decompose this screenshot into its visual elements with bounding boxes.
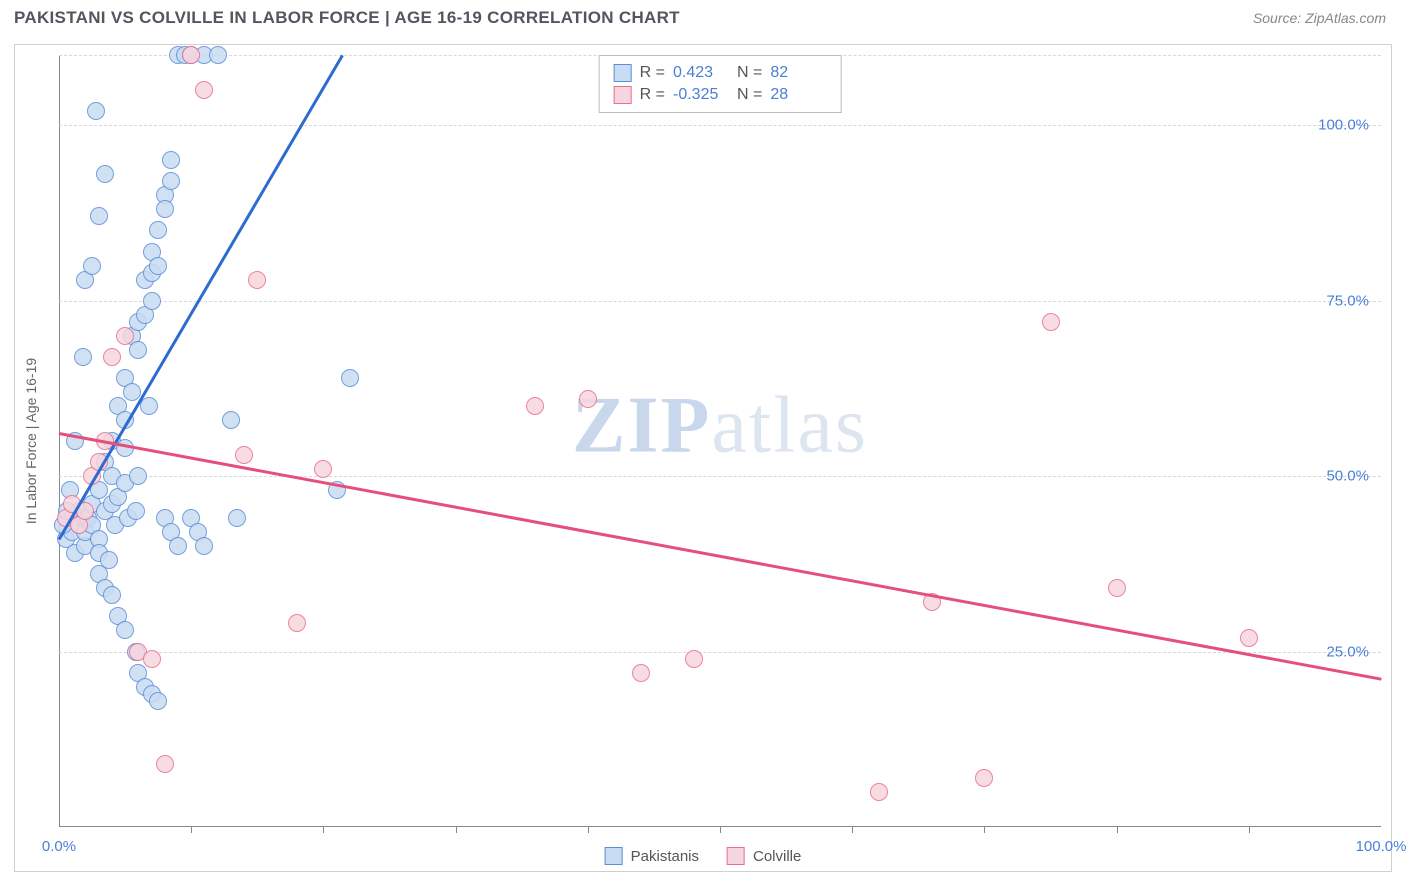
gridline-h — [59, 125, 1381, 126]
trend-line — [59, 432, 1382, 681]
scatter-point — [156, 755, 174, 773]
scatter-point — [182, 46, 200, 64]
gridline-h — [59, 652, 1381, 653]
plot-area: In Labor Force | Age 16-19 ZIPatlas 25.0… — [59, 55, 1381, 827]
legend-n-value: 82 — [770, 64, 826, 82]
x-tick-mark — [588, 827, 589, 833]
y-tick-label: 50.0% — [1326, 468, 1369, 485]
scatter-point — [288, 614, 306, 632]
x-tick-mark — [1117, 827, 1118, 833]
scatter-point — [123, 383, 141, 401]
chart-header: PAKISTANI VS COLVILLE IN LABOR FORCE | A… — [0, 0, 1406, 32]
scatter-point — [149, 257, 167, 275]
scatter-point — [975, 769, 993, 787]
scatter-point — [129, 341, 147, 359]
scatter-point — [116, 621, 134, 639]
legend-swatch — [614, 86, 632, 104]
scatter-point — [162, 172, 180, 190]
scatter-point — [90, 207, 108, 225]
y-tick-label: 75.0% — [1326, 292, 1369, 309]
scatter-point — [1240, 629, 1258, 647]
scatter-point — [228, 509, 246, 527]
legend-swatch — [605, 847, 623, 865]
scatter-point — [143, 292, 161, 310]
scatter-point — [169, 537, 187, 555]
legend-n-value: 28 — [770, 86, 826, 104]
legend-stats-row: R = -0.325 N = 28 — [614, 84, 827, 106]
scatter-point — [314, 460, 332, 478]
legend-bottom: Pakistanis Colville — [605, 847, 802, 865]
scatter-point — [248, 271, 266, 289]
scatter-point — [526, 397, 544, 415]
scatter-point — [74, 348, 92, 366]
legend-n-label: N = — [737, 64, 762, 82]
x-tick-label: 100.0% — [1356, 838, 1406, 855]
x-tick-mark — [1249, 827, 1250, 833]
legend-r-value: -0.325 — [673, 86, 729, 104]
scatter-point — [162, 151, 180, 169]
scatter-point — [127, 502, 145, 520]
legend-label: Pakistanis — [631, 848, 699, 865]
scatter-point — [149, 692, 167, 710]
chart-container: In Labor Force | Age 16-19 ZIPatlas 25.0… — [14, 44, 1392, 872]
scatter-point — [235, 446, 253, 464]
scatter-point — [870, 783, 888, 801]
gridline-h — [59, 301, 1381, 302]
source-attribution: Source: ZipAtlas.com — [1253, 10, 1386, 26]
watermark: ZIPatlas — [572, 380, 868, 471]
scatter-point — [103, 348, 121, 366]
scatter-point — [103, 586, 121, 604]
y-tick-label: 100.0% — [1318, 117, 1369, 134]
gridline-h — [59, 476, 1381, 477]
scatter-point — [685, 650, 703, 668]
y-axis-label: In Labor Force | Age 16-19 — [23, 358, 39, 524]
scatter-point — [129, 467, 147, 485]
legend-swatch — [727, 847, 745, 865]
scatter-point — [87, 102, 105, 120]
scatter-point — [83, 257, 101, 275]
scatter-point — [195, 537, 213, 555]
chart-title: PAKISTANI VS COLVILLE IN LABOR FORCE | A… — [14, 8, 680, 28]
y-tick-label: 25.0% — [1326, 643, 1369, 660]
legend-stats: R = 0.423 N = 82 R = -0.325 N = 28 — [599, 55, 842, 113]
scatter-point — [149, 221, 167, 239]
scatter-point — [116, 327, 134, 345]
x-tick-label: 0.0% — [42, 838, 76, 855]
scatter-point — [96, 165, 114, 183]
scatter-point — [195, 81, 213, 99]
scatter-point — [222, 411, 240, 429]
legend-r-label: R = — [640, 86, 665, 104]
scatter-point — [143, 650, 161, 668]
scatter-point — [341, 369, 359, 387]
y-axis-line — [59, 55, 60, 827]
scatter-point — [209, 46, 227, 64]
legend-stats-row: R = 0.423 N = 82 — [614, 62, 827, 84]
x-tick-mark — [323, 827, 324, 833]
trend-line — [58, 54, 344, 540]
legend-item: Pakistanis — [605, 847, 699, 865]
legend-label: Colville — [753, 848, 801, 865]
legend-item: Colville — [727, 847, 801, 865]
scatter-point — [1042, 313, 1060, 331]
scatter-point — [579, 390, 597, 408]
legend-r-label: R = — [640, 64, 665, 82]
x-tick-mark — [852, 827, 853, 833]
scatter-point — [1108, 579, 1126, 597]
x-tick-mark — [191, 827, 192, 833]
scatter-point — [632, 664, 650, 682]
x-tick-mark — [720, 827, 721, 833]
scatter-point — [156, 200, 174, 218]
legend-r-value: 0.423 — [673, 64, 729, 82]
legend-n-label: N = — [737, 86, 762, 104]
legend-swatch — [614, 64, 632, 82]
x-tick-mark — [984, 827, 985, 833]
x-tick-mark — [456, 827, 457, 833]
